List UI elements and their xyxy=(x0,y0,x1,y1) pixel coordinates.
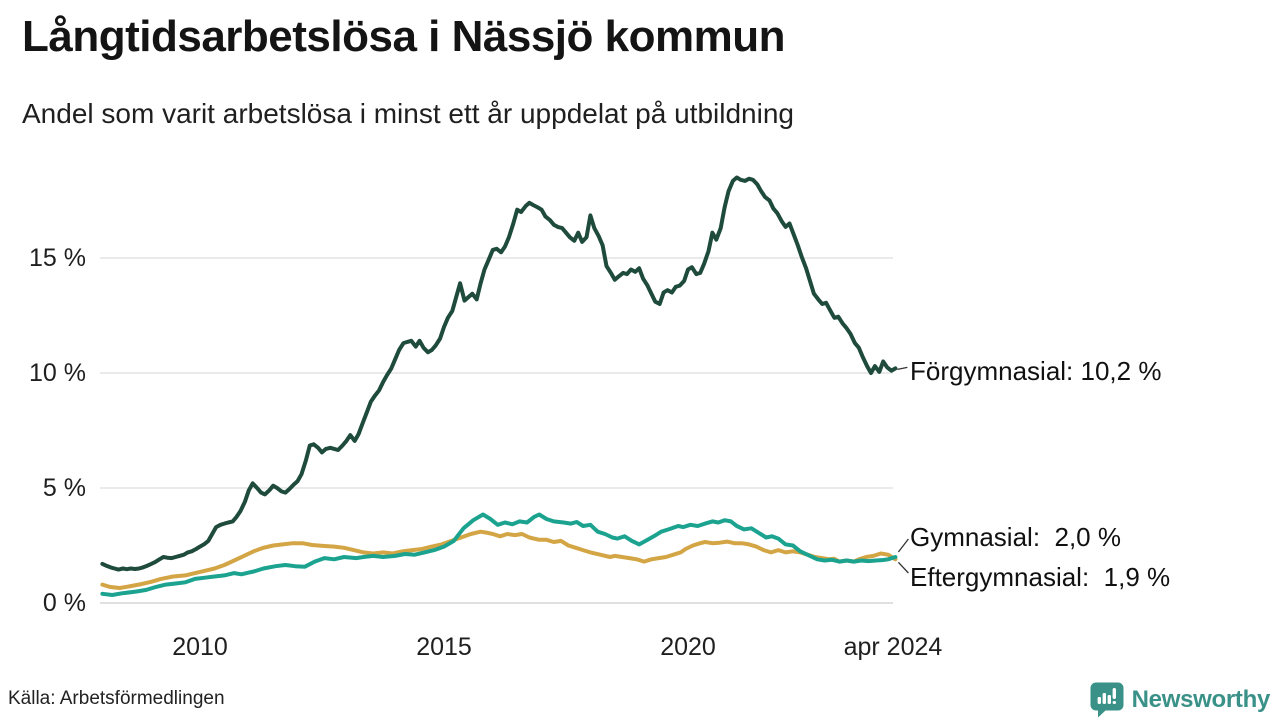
y-tick-10: 10 % xyxy=(29,359,86,387)
x-tick-apr-2024: apr 2024 xyxy=(843,633,943,661)
chart-title: Långtidsarbetslösa i Nässjö kommun xyxy=(22,12,785,61)
label-connector-förgymnasial xyxy=(897,366,908,371)
chart-subtitle: Andel som varit arbetslösa i minst ett å… xyxy=(22,98,794,129)
series-line-eftergymnasial xyxy=(100,529,898,590)
y-tick-0: 0 % xyxy=(42,589,86,617)
series-label-förgymnasial: Förgymnasial: 10,2 % xyxy=(910,356,1162,386)
newsworthy-pin-icon xyxy=(1089,681,1125,720)
y-tick-15: 15 % xyxy=(29,244,86,272)
x-tick-2010: 2010 xyxy=(172,633,228,661)
series-line-förgymnasial xyxy=(100,175,898,572)
newsworthy-wordmark: Newsworthy xyxy=(1131,685,1271,713)
y-tick-5: 5 % xyxy=(42,474,86,502)
series-label-gymnasial: Gymnasial: 2,0 % xyxy=(910,522,1121,552)
label-connector-eftergymnasial xyxy=(897,561,909,574)
label-connector-gymnasial xyxy=(897,538,909,553)
series-label-eftergymnasial: Eftergymnasial: 1,9 % xyxy=(910,562,1171,592)
newsworthy-logo: Newsworthy xyxy=(1089,681,1271,720)
x-tick-2020: 2020 xyxy=(660,633,716,661)
source-note: Källa: Arbetsförmedlingen xyxy=(8,688,225,709)
series-line-gymnasial xyxy=(100,512,898,597)
x-tick-2015: 2015 xyxy=(416,633,472,661)
